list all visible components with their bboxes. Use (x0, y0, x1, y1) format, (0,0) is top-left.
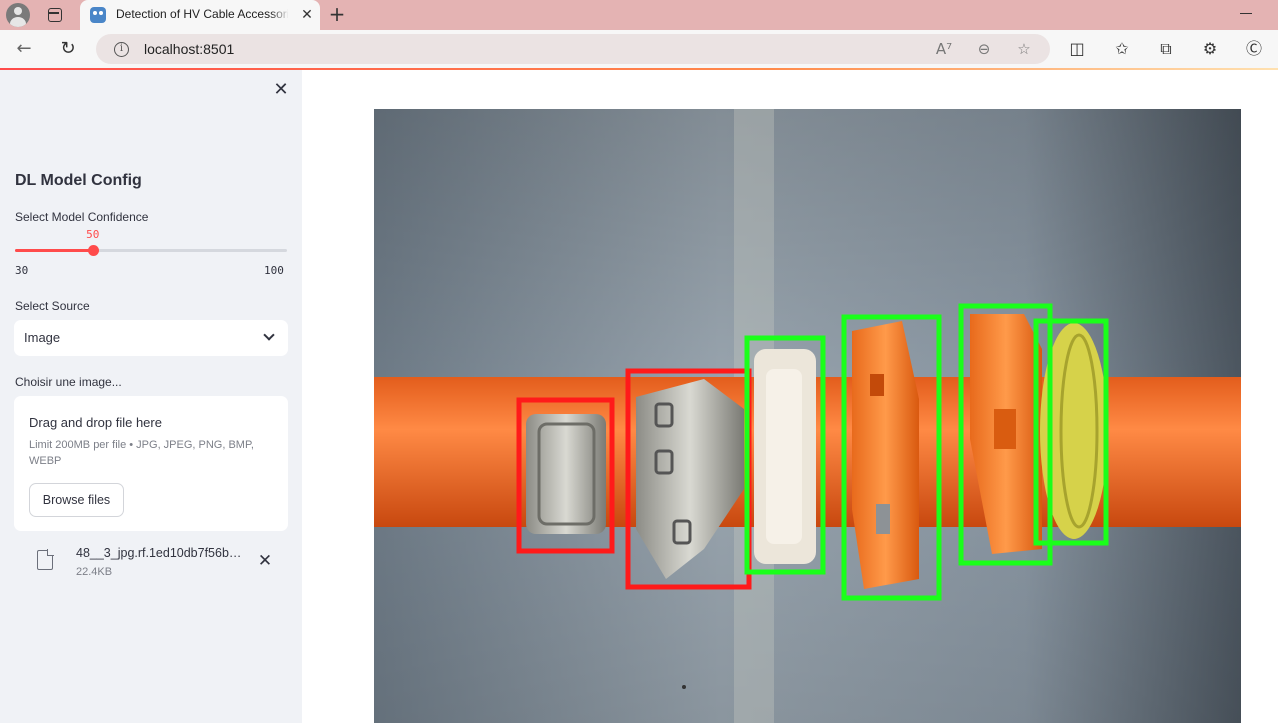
detection-box-ok-3 (958, 303, 1053, 566)
tab-actions-icon[interactable] (46, 6, 64, 24)
browser-toolbar: ← ↻ i localhost:8501 A⁷ ⊖ ☆ ◫ ✩ ⧉ ⚙ Ⓒ (0, 30, 1278, 68)
metal-ring-groove (537, 422, 596, 526)
new-tab-button[interactable]: + (328, 2, 346, 26)
metal-ring (526, 414, 606, 534)
browser-tab[interactable]: Detection of HV Cable Accessories ✕ (80, 0, 320, 30)
sidebar: ✕ DL Model Config Select Model Confidenc… (0, 70, 302, 723)
source-select[interactable]: Image (14, 320, 288, 356)
detection-boxes (516, 303, 1109, 601)
streamlit-favicon-icon (90, 7, 106, 23)
yellow-ring (1040, 323, 1108, 539)
extensions-icon[interactable]: ⚙ (1202, 39, 1218, 58)
sidebar-close-icon[interactable]: ✕ (273, 79, 289, 100)
detection-box-defect-1 (516, 397, 615, 554)
orange-clip-2-shadow (994, 409, 1016, 449)
zoom-out-icon[interactable]: ⊖ (977, 40, 991, 58)
uploaded-file-name: 48__3_jpg.rf.1ed10db7f56b… (76, 546, 242, 560)
orange-clip-1 (852, 321, 919, 589)
minimize-window-icon[interactable] (1240, 13, 1252, 15)
tab-title: Detection of HV Cable Accessories (116, 7, 288, 21)
detection-box-ok-2 (841, 314, 942, 601)
detection-image-svg (374, 109, 1241, 723)
site-info-icon[interactable]: i (114, 42, 129, 57)
collections-icon[interactable]: ⧉ (1160, 39, 1172, 58)
favorite-icon[interactable]: ☆ (1017, 40, 1031, 58)
tab-strip: Detection of HV Cable Accessories ✕ + (0, 0, 1278, 30)
app-header-decoration (0, 68, 1278, 70)
uploaded-file-size: 22.4KB (76, 566, 113, 578)
source-select-value: Image (24, 330, 61, 345)
connector-slot-2 (654, 449, 674, 475)
uploader-label: Choisir une image... (15, 375, 122, 389)
back-icon[interactable]: ← (16, 38, 32, 59)
main-content (302, 70, 1278, 723)
remove-file-icon[interactable]: ✕ (257, 551, 273, 571)
dropzone-title: Drag and drop file here (29, 415, 162, 430)
orange-clip-1-slot-2 (876, 504, 890, 534)
white-clip-highlight (766, 369, 802, 544)
confidence-label: Select Model Confidence (15, 210, 149, 224)
yellow-ring-groove (1059, 333, 1099, 529)
split-screen-icon[interactable]: ◫ (1069, 39, 1085, 58)
orange-clip-1-slot-1 (870, 374, 884, 396)
confidence-max: 100 (264, 264, 284, 277)
detection-box-ok-1 (744, 335, 826, 575)
favorites-icon[interactable]: ✩ (1115, 39, 1129, 58)
browse-files-button[interactable]: Browse files (29, 483, 124, 517)
confidence-min: 30 (15, 264, 29, 277)
copilot-icon[interactable]: Ⓒ (1245, 39, 1262, 58)
dropzone-limit: Limit 200MB per file • JPG, JPEG, PNG, B… (29, 439, 254, 467)
metal-connector (636, 379, 744, 579)
detection-result-image (374, 109, 1241, 723)
tab-title-fade (270, 4, 290, 26)
file-dropzone[interactable]: Drag and drop file here Limit 200MB per … (14, 396, 288, 531)
confidence-value: 50 (86, 228, 100, 241)
detection-box-ok-4 (1033, 318, 1109, 546)
profile-avatar-icon[interactable] (6, 3, 30, 27)
tab-close-icon[interactable]: ✕ (301, 7, 313, 23)
url-text[interactable]: localhost:8501 (144, 41, 235, 57)
source-label: Select Source (15, 299, 90, 313)
confidence-slider[interactable] (15, 245, 287, 256)
connector-slot-1 (654, 402, 674, 428)
address-bar[interactable]: i localhost:8501 A⁷ ⊖ ☆ (96, 34, 1050, 64)
read-aloud-icon[interactable]: A⁷ (935, 40, 953, 58)
confidence-slider-fill (15, 249, 93, 252)
file-icon (37, 549, 54, 570)
confidence-slider-thumb[interactable] (87, 245, 99, 256)
sidebar-title: DL Model Config (15, 172, 142, 189)
connector-slot-3 (672, 519, 692, 545)
reload-icon[interactable]: ↻ (60, 38, 76, 59)
chevron-down-icon (262, 330, 276, 344)
wall-speck (682, 685, 686, 689)
